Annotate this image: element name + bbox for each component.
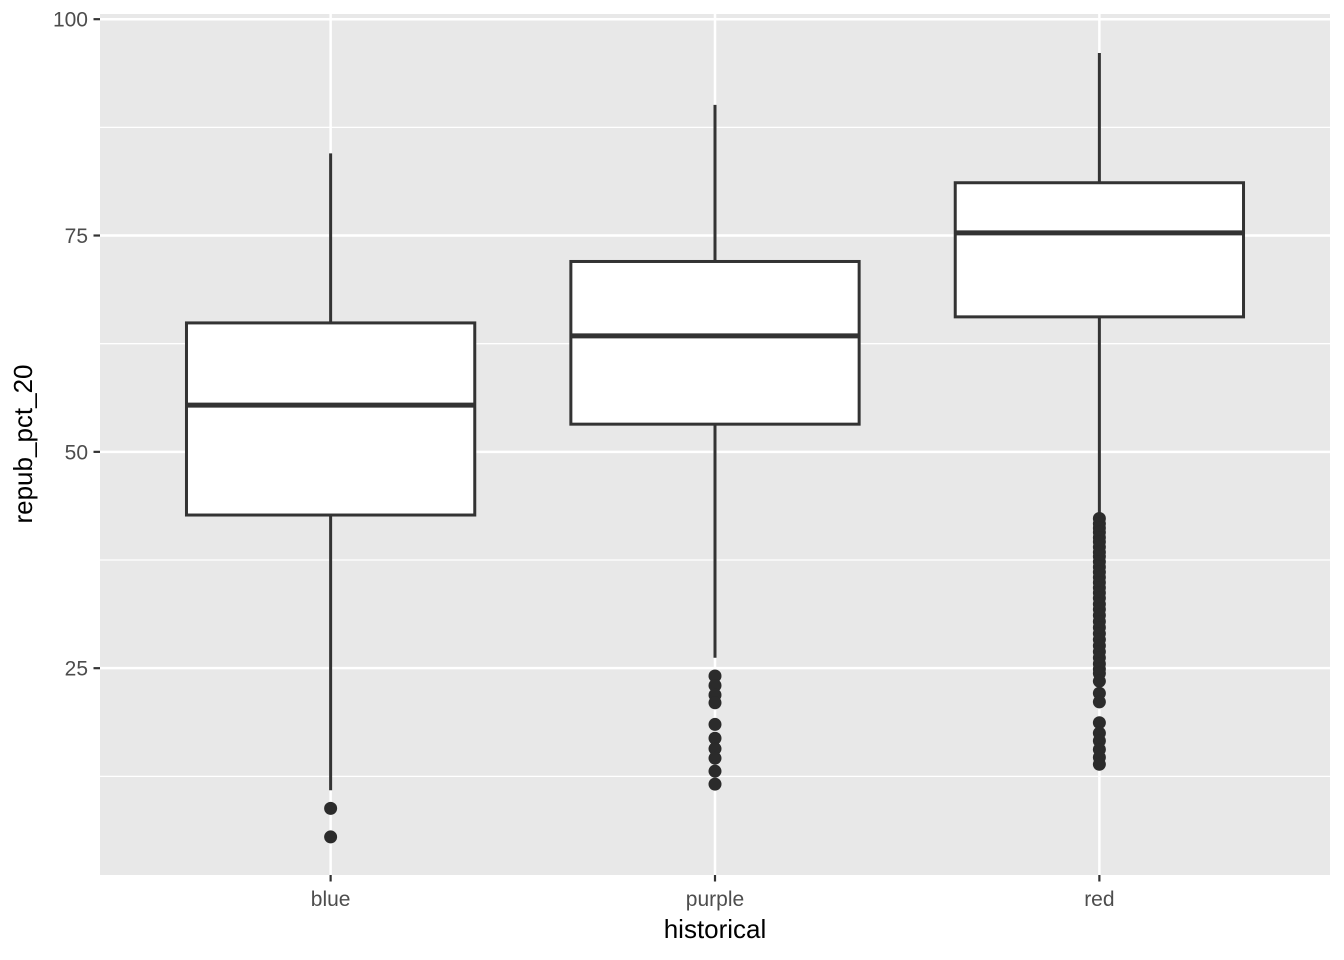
y-axis-title: repub_pct_20 <box>8 364 38 523</box>
iqr-box <box>569 259 861 426</box>
outlier-point <box>1092 674 1106 688</box>
outlier-point <box>708 742 722 756</box>
outlier-point <box>1092 695 1106 709</box>
y-tick-label: 50 <box>65 441 88 464</box>
boxplot-red <box>953 52 1246 771</box>
y-tick-label: 100 <box>53 9 88 32</box>
outlier-point <box>1092 716 1106 730</box>
outlier-point <box>708 696 722 710</box>
outlier-point <box>708 669 722 683</box>
iqr-box <box>953 181 1246 319</box>
outlier-point <box>708 717 722 731</box>
outlier-point <box>324 830 338 844</box>
outlier-point <box>708 751 722 765</box>
axes: 25 50 75 100 blue purple red <box>53 9 1115 911</box>
outlier-point <box>1092 757 1106 771</box>
x-tick-label-blue: blue <box>311 888 351 911</box>
outlier-point <box>324 801 338 815</box>
boxplots <box>184 52 1246 844</box>
x-tick-label-red: red <box>1084 888 1114 911</box>
y-tick-label: 75 <box>65 225 88 248</box>
iqr-box <box>184 321 477 517</box>
y-tick-label: 25 <box>65 658 88 681</box>
x-tick-label-purple: purple <box>686 888 744 911</box>
x-axis-title: historical <box>664 914 767 944</box>
outlier-point <box>708 777 722 791</box>
boxplot-purple <box>569 104 861 791</box>
outlier-point <box>708 764 722 778</box>
outlier-point <box>708 731 722 745</box>
boxplot-blue <box>184 153 477 844</box>
outlier-point <box>708 678 722 692</box>
